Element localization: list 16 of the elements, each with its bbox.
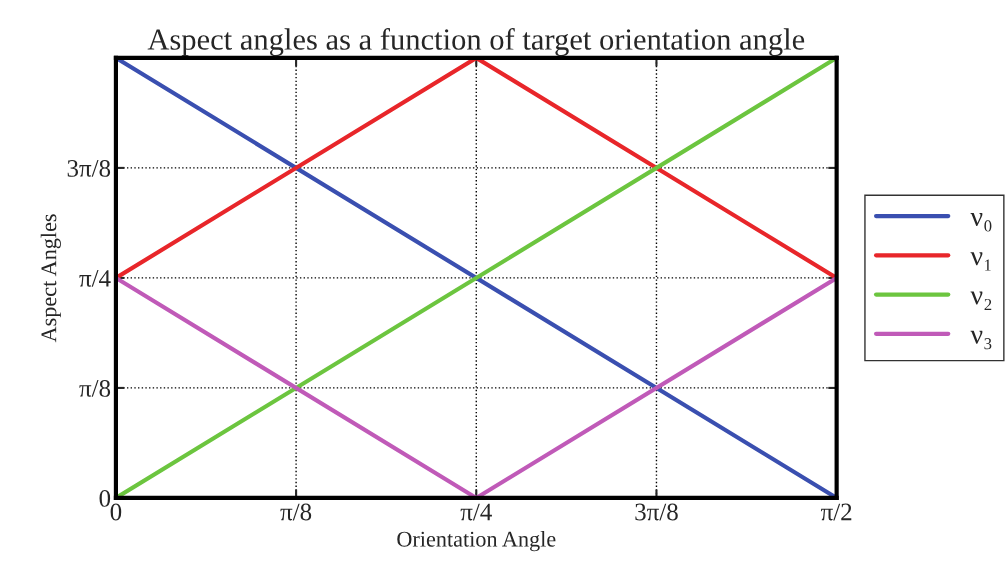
x-tick-label: 0 (110, 503, 122, 521)
y-tick-label: π/4 (79, 270, 111, 287)
x-tick-label: 3π/8 (635, 503, 678, 521)
x-tick-label: π/8 (280, 503, 312, 521)
chart-title: Aspect angles as a function of target orientation angle (147, 28, 805, 57)
y-tick-label: 0 (99, 489, 111, 507)
legend-label: ν₀ (970, 213, 992, 232)
x-axis-title: Orientation Angle (397, 531, 556, 552)
y-tick-label: π/8 (79, 379, 111, 397)
y-tick-label: 3π/8 (67, 159, 111, 177)
x-tick-label: π/2 (820, 503, 852, 521)
legend-label: ν₃ (970, 330, 992, 350)
legend-label: ν₂ (970, 291, 992, 310)
y-axis-title: Aspect Angles (40, 214, 61, 343)
legend-label: ν₁ (970, 252, 991, 271)
x-tick-label: π/4 (460, 503, 492, 521)
